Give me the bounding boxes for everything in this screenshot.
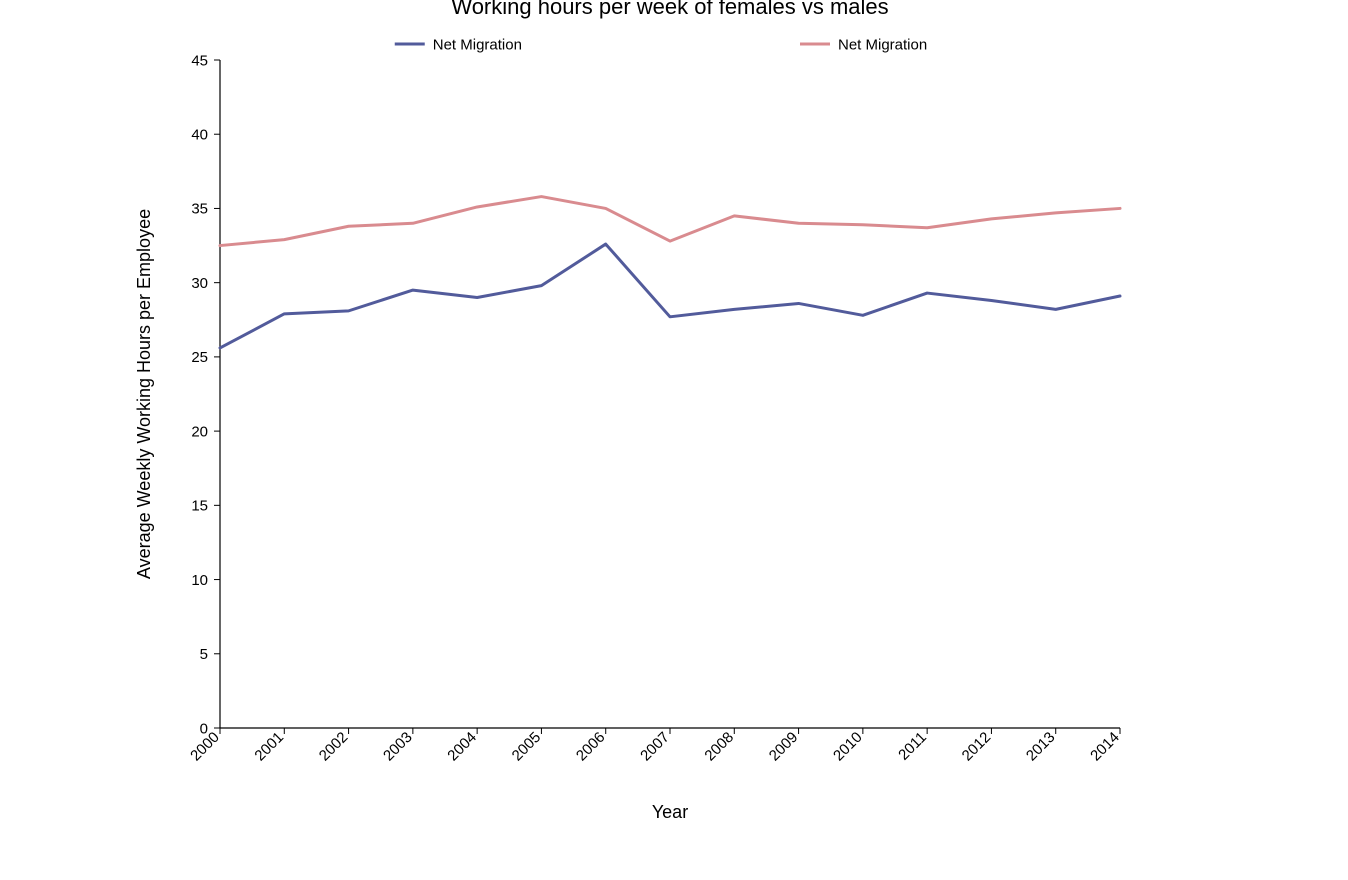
y-axis-title: Average Weekly Working Hours per Employe… (134, 209, 154, 579)
line-chart: Working hours per week of females vs mal… (0, 0, 1348, 880)
y-tick-label: 30 (191, 275, 208, 292)
x-tick-label: 2002 (316, 729, 352, 765)
series-line-female (220, 197, 1120, 246)
x-tick-label: 2013 (1023, 729, 1059, 765)
chart-container: Working hours per week of females vs mal… (0, 0, 1348, 880)
x-tick-label: 2011 (895, 729, 930, 764)
series-line-male (220, 244, 1120, 348)
legend-label: Net Migration (838, 36, 927, 53)
y-tick-label: 25 (191, 349, 208, 366)
x-tick-label: 2012 (959, 729, 995, 765)
x-tick-label: 2014 (1087, 729, 1123, 765)
chart-title: Working hours per week of females vs mal… (451, 0, 888, 19)
x-tick-label: 2003 (380, 729, 416, 765)
y-tick-label: 15 (191, 498, 208, 515)
y-tick-label: 45 (191, 52, 208, 69)
x-axis-title: Year (652, 802, 688, 822)
x-tick-label: 2006 (573, 729, 609, 765)
y-tick-label: 5 (200, 646, 208, 663)
x-tick-label: 2007 (637, 729, 673, 765)
x-tick-label: 2001 (251, 729, 287, 765)
x-tick-label: 2008 (701, 729, 737, 765)
y-tick-label: 40 (191, 126, 208, 143)
x-tick-label: 2000 (187, 729, 223, 765)
x-tick-label: 2009 (766, 729, 802, 765)
legend-label: Net Migration (433, 36, 522, 53)
y-tick-label: 35 (191, 201, 208, 218)
x-tick-label: 2004 (444, 729, 480, 765)
x-tick-label: 2010 (830, 729, 866, 765)
x-tick-label: 2005 (509, 729, 545, 765)
y-tick-label: 10 (191, 572, 208, 589)
y-tick-label: 20 (191, 423, 208, 440)
